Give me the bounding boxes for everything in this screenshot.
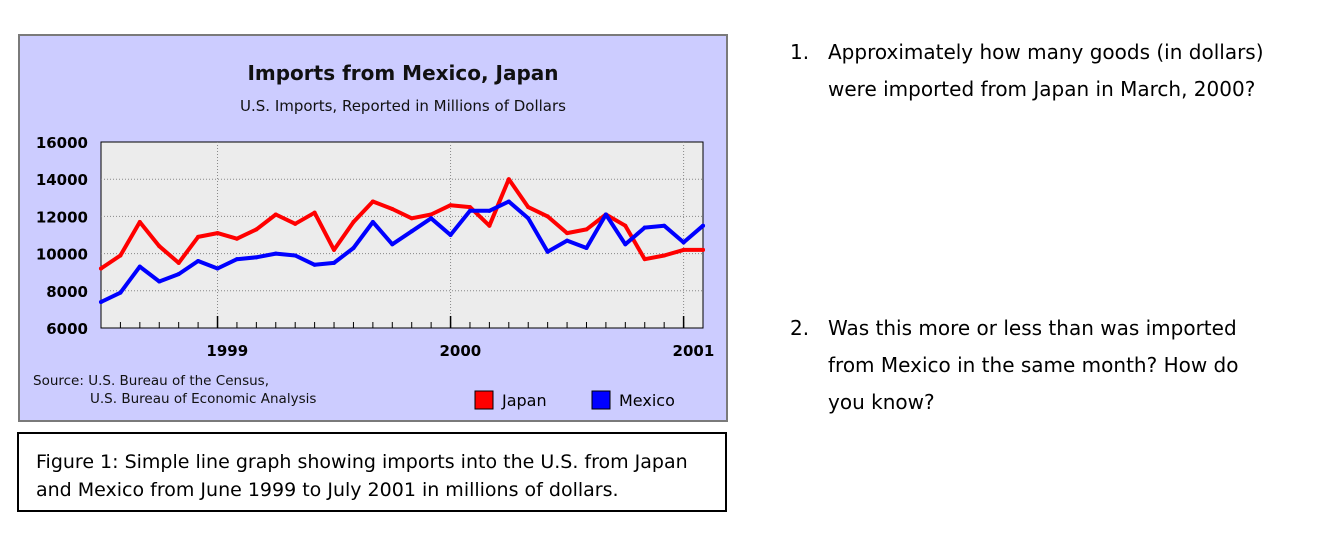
- data-point-japan: [642, 257, 647, 262]
- legend-label-japan: Japan: [501, 391, 547, 410]
- y-tick-label: 16000: [36, 134, 88, 152]
- data-point-japan: [99, 266, 103, 271]
- data-point-mexico: [254, 255, 259, 260]
- data-point-mexico: [234, 257, 239, 262]
- data-point-mexico: [332, 260, 337, 265]
- data-point-japan: [293, 221, 298, 226]
- question-1-line-2: were imported from Japan in March, 2000?: [828, 77, 1256, 101]
- data-point-mexico: [526, 216, 531, 221]
- data-point-mexico: [603, 212, 608, 217]
- question-2-line-1: Was this more or less than was imported: [828, 316, 1237, 340]
- data-point-japan: [118, 253, 123, 258]
- legend-swatch-japan: [474, 390, 494, 410]
- data-point-mexico: [215, 266, 220, 271]
- data-point-japan: [312, 210, 317, 215]
- data-point-mexico: [390, 242, 395, 247]
- x-tick-label: 1999: [206, 342, 248, 360]
- data-point-japan: [332, 247, 337, 252]
- figure-caption: Figure 1: Simple line graph showing impo…: [17, 432, 727, 512]
- caption-line-1: Figure 1: Simple line graph showing impo…: [36, 451, 688, 473]
- data-point-mexico: [662, 223, 667, 228]
- question-text: Approximately how many goods (in dollars…: [828, 34, 1308, 108]
- data-point-japan: [157, 244, 162, 249]
- data-point-japan: [545, 214, 550, 219]
- data-point-mexico: [293, 253, 298, 258]
- data-point-mexico: [312, 262, 317, 267]
- source-line-2: U.S. Bureau of Economic Analysis: [90, 391, 316, 407]
- data-point-japan: [448, 203, 453, 208]
- series-line-mexico: [99, 199, 705, 304]
- data-point-japan: [176, 260, 181, 265]
- question-number: 1.: [790, 40, 810, 64]
- data-point-japan: [565, 231, 570, 236]
- data-point-japan: [351, 219, 356, 224]
- data-point-mexico: [137, 264, 142, 269]
- question-2-line-2: from Mexico in the same month? How do: [828, 353, 1239, 377]
- data-point-mexico: [545, 249, 550, 254]
- data-point-japan: [467, 205, 472, 210]
- data-point-mexico: [623, 242, 628, 247]
- question-number: 2.: [790, 316, 810, 340]
- data-point-japan: [681, 247, 686, 252]
- data-point-japan: [487, 223, 492, 228]
- data-point-japan: [662, 253, 667, 258]
- question-1-line-1: Approximately how many goods (in dollars…: [828, 40, 1264, 64]
- data-point-mexico: [448, 233, 453, 237]
- data-point-japan: [701, 247, 705, 252]
- data-point-mexico: [506, 199, 511, 204]
- data-point-mexico: [157, 279, 162, 284]
- x-tick-label: 2000: [439, 342, 481, 360]
- data-point-japan: [196, 234, 201, 239]
- y-tick-label: 6000: [46, 320, 88, 338]
- data-point-mexico: [429, 216, 434, 221]
- chart-title: Imports from Mexico, Japan: [247, 61, 558, 85]
- data-point-japan: [429, 212, 434, 217]
- data-point-mexico: [409, 229, 414, 234]
- y-tick-label: 8000: [46, 283, 88, 301]
- y-tick-label: 10000: [36, 246, 88, 264]
- plot-area: [100, 141, 704, 329]
- data-point-mexico: [467, 208, 472, 213]
- chart-subtitle: U.S. Imports, Reported in Millions of Do…: [240, 97, 566, 115]
- data-point-japan: [584, 227, 589, 232]
- data-point-mexico: [176, 272, 181, 277]
- data-point-mexico: [118, 290, 123, 295]
- data-point-mexico: [370, 219, 375, 224]
- data-point-mexico: [273, 251, 278, 256]
- data-point-japan: [409, 216, 414, 221]
- question-2-line-3: you know?: [828, 390, 935, 414]
- data-point-mexico: [584, 246, 589, 251]
- data-point-mexico: [99, 299, 103, 304]
- data-point-japan: [506, 177, 511, 182]
- data-point-mexico: [642, 225, 647, 230]
- legend-swatch-mexico: [591, 390, 611, 410]
- chart-panel: Imports from Mexico, Japan U.S. Imports, …: [18, 34, 728, 422]
- data-point-japan: [526, 205, 531, 210]
- data-point-japan: [215, 231, 220, 236]
- caption-line-2: and Mexico from June 1999 to July 2001 i…: [36, 479, 619, 501]
- data-point-japan: [273, 212, 278, 217]
- data-point-japan: [390, 206, 395, 211]
- line-chart: Imports from Mexico, Japan U.S. Imports, …: [33, 61, 715, 410]
- x-tick-label: 2001: [673, 342, 715, 360]
- data-point-japan: [370, 199, 375, 204]
- data-point-mexico: [565, 238, 570, 243]
- data-point-japan: [234, 236, 239, 241]
- data-point-mexico: [196, 259, 201, 264]
- y-tick-label: 12000: [36, 208, 88, 226]
- data-point-mexico: [487, 208, 492, 213]
- data-point-japan: [254, 227, 259, 232]
- data-point-mexico: [681, 240, 686, 245]
- question-text: Was this more or less than was imported …: [828, 310, 1298, 421]
- source-line-1: Source: U.S. Bureau of the Census,: [33, 373, 269, 389]
- y-tick-label: 14000: [36, 171, 88, 189]
- data-point-mexico: [701, 223, 705, 228]
- legend-label-mexico: Mexico: [619, 391, 675, 410]
- data-point-mexico: [351, 246, 356, 251]
- data-point-japan: [137, 219, 142, 224]
- data-point-japan: [623, 223, 628, 228]
